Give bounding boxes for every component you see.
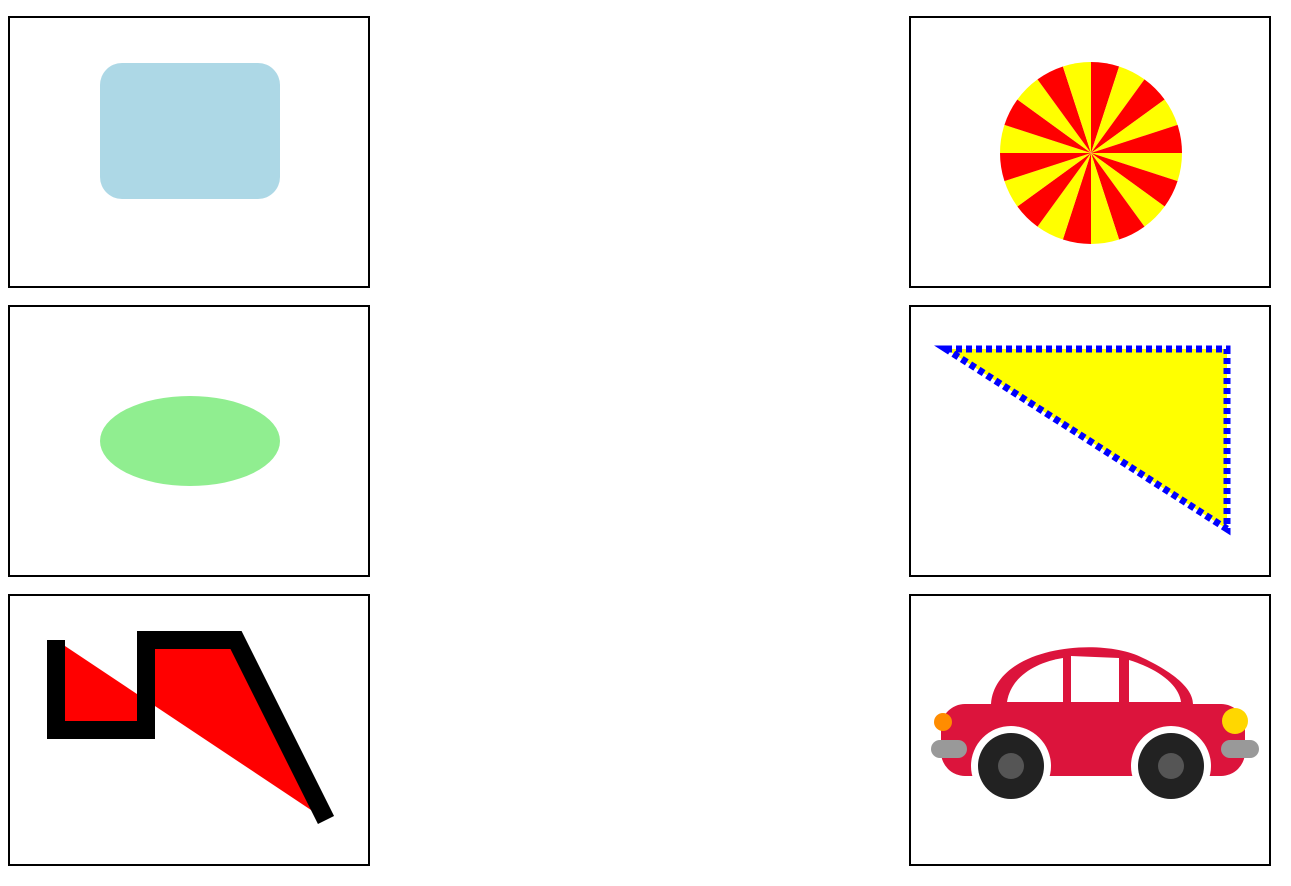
pinwheel-segment	[1062, 62, 1091, 153]
zigzag-polyline	[47, 631, 335, 825]
car-canvas	[931, 647, 1259, 806]
car	[931, 647, 1259, 806]
pinwheel-circle	[1000, 62, 1182, 244]
panel-car	[909, 594, 1271, 866]
pinwheel-segment	[1037, 153, 1091, 240]
triangle-canvas	[934, 345, 1231, 536]
rounded-rectangle-canvas	[100, 63, 280, 199]
pinwheel-segment	[1091, 153, 1120, 244]
pinwheel-segment	[1037, 66, 1091, 153]
rear-hub	[1158, 753, 1184, 779]
headlight	[1222, 708, 1248, 734]
pinwheel-segment	[1091, 79, 1165, 153]
dotted-triangle	[934, 345, 1231, 536]
pinwheel-segment	[1004, 153, 1091, 207]
pinwheel-segment	[1091, 62, 1120, 153]
pinwheel-segment	[1000, 124, 1091, 153]
car-window-middle	[1071, 656, 1119, 702]
car-window-rear	[1129, 660, 1181, 702]
indicator-light	[934, 713, 952, 731]
pinwheel-segment	[1091, 99, 1178, 153]
pinwheel-segment	[1091, 153, 1178, 207]
front-bumper	[931, 740, 967, 758]
pinwheel-segment	[1091, 153, 1182, 182]
pinwheel-segment	[1062, 153, 1091, 244]
pinwheel-segment	[1091, 153, 1145, 240]
polyline-canvas	[47, 631, 335, 825]
pinwheel-segment	[1091, 124, 1182, 153]
pinwheel-segment	[1091, 66, 1145, 153]
ellipse	[100, 396, 280, 486]
front-hub	[998, 753, 1024, 779]
pinwheel-segment	[1000, 153, 1091, 182]
pinwheel-segment	[1017, 153, 1091, 227]
pinwheel-segment	[1091, 153, 1165, 227]
panel-polyline	[8, 594, 370, 866]
rounded-rectangle	[100, 63, 280, 199]
rear-bumper	[1221, 740, 1259, 758]
panel-rounded-rectangle	[8, 16, 370, 288]
panel-ellipse	[8, 305, 370, 577]
pinwheel-canvas	[1000, 62, 1182, 244]
car-window-front	[1007, 658, 1063, 702]
pinwheel-segment	[1004, 99, 1091, 153]
panel-pinwheel	[909, 16, 1271, 288]
pinwheel-segment	[1017, 79, 1091, 153]
panel-triangle	[909, 305, 1271, 577]
ellipse-canvas	[100, 396, 280, 486]
